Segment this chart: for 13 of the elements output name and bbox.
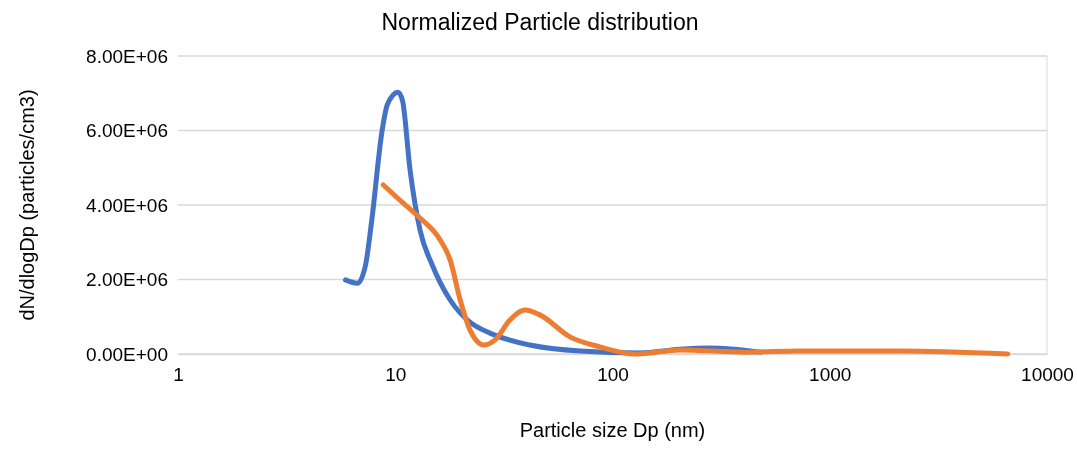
x-tick-label: 1 xyxy=(173,364,184,386)
x-tick-label: 1000 xyxy=(809,364,852,386)
y-tick-label: 2.00E+06 xyxy=(86,269,168,291)
y-axis-title: dN/dlogDp (particles/cm3) xyxy=(16,89,38,321)
x-tick-label: 10 xyxy=(385,364,407,386)
y-tick-label: 4.00E+06 xyxy=(86,194,168,216)
y-tick-label: 6.00E+06 xyxy=(86,120,168,142)
x-tick-label: 100 xyxy=(597,364,629,386)
x-axis-title: Particle size Dp (nm) xyxy=(519,419,706,441)
y-tick-label: 0.00E+00 xyxy=(86,343,168,365)
chart-title: Normalized Particle distribution xyxy=(381,9,699,35)
y-tick-label: 8.00E+06 xyxy=(86,45,168,67)
x-tick-label: 10000 xyxy=(1021,364,1074,386)
